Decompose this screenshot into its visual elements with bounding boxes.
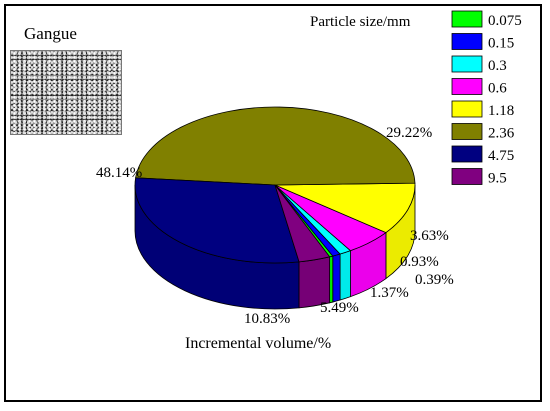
slice-labels: 0.39% 0.93% 1.37% 5.49% 10.83% 48.14% 29.22% 3.… <box>96 125 454 327</box>
gangue-photo <box>10 50 122 135</box>
slice-9.5 <box>274 184 331 263</box>
slice-label-9.5: 3.63% <box>410 228 449 244</box>
slice-label-1.18: 10.83% <box>244 311 290 327</box>
slice-label-0.3: 1.37% <box>370 285 409 301</box>
legend-label-0.15: 0.15 <box>488 36 514 52</box>
legend-label-4.75: 4.75 <box>488 148 514 164</box>
legend-swatch-0.15 <box>451 33 483 50</box>
legend-swatch-1.18 <box>451 100 483 118</box>
legend-swatch-0.3 <box>451 55 483 73</box>
legend-swatch-4.75 <box>451 145 483 163</box>
legend-swatch-2.36 <box>451 123 483 140</box>
slice-1.18 <box>274 182 416 234</box>
legend-swatch-0.075 <box>451 10 483 28</box>
legend-label-2.36: 2.36 <box>488 126 515 142</box>
slice-2.36 <box>135 106 416 186</box>
legend-label-0.3: 0.3 <box>488 58 507 74</box>
legend-label-0.6: 0.6 <box>488 81 507 97</box>
legend-label-9.5: 9.5 <box>488 171 507 187</box>
photo-label: Gangue <box>24 24 77 43</box>
slice-label-0.6: 5.49% <box>320 300 359 316</box>
slice-label-0.15: 0.93% <box>400 254 439 270</box>
legend-label-0.075: 0.075 <box>488 13 522 29</box>
x-axis-label: Incremental volume/% <box>185 335 331 352</box>
slice-side-0.15 <box>332 253 341 303</box>
slice-label-2.36: 48.14% <box>96 165 142 181</box>
slice-side-0.3 <box>339 250 351 301</box>
slice-side-0.075 <box>329 255 334 304</box>
legend-title: Particle size/mm <box>310 14 411 30</box>
slice-label-4.75: 29.22% <box>386 125 432 141</box>
legend-swatch-0.6 <box>451 78 483 95</box>
pie-top <box>134 106 416 264</box>
legend-swatch-9.5 <box>451 168 483 185</box>
slice-4.75 <box>134 177 300 264</box>
pie-sides <box>134 184 416 310</box>
legend: Particle size/mm 0.075 0.15 0.3 0.6 1.18 2.36… <box>310 10 522 187</box>
slice-label-0.075: 0.39% <box>415 272 454 288</box>
legend-label-1.18: 1.18 <box>488 103 514 119</box>
